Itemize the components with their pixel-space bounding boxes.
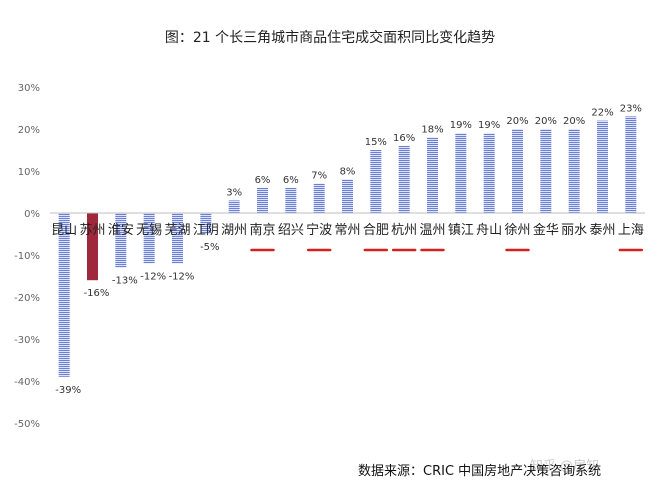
data-label: 15% <box>365 137 387 148</box>
category-label: 南京 <box>249 222 275 238</box>
bars <box>58 116 637 377</box>
category-label: 无锡 <box>136 223 162 238</box>
y-tick-label: -40% <box>14 377 40 388</box>
category-label: 镇江 <box>448 223 474 238</box>
data-label: -5% <box>200 242 219 253</box>
data-labels: -39%-16%-13% -12% -12%-5%3%6% 6% 7% 8%15% 16%1… <box>55 103 642 395</box>
bar <box>200 213 212 234</box>
bar <box>172 213 183 264</box>
data-label: 7% <box>311 171 327 182</box>
y-tick-label: -10% <box>14 251 40 262</box>
data-label: 3% <box>226 187 242 198</box>
bar <box>625 116 637 213</box>
bar <box>143 213 155 264</box>
category-label: 舟山 <box>476 223 502 238</box>
data-label: 8% <box>340 166 356 177</box>
bar <box>597 120 608 213</box>
category-label: 湖州 <box>221 223 247 238</box>
data-label: 16% <box>393 133 415 144</box>
data-label: 22% <box>591 108 613 119</box>
data-label: -12% <box>169 271 195 282</box>
y-tick-label: -20% <box>14 293 40 304</box>
bar <box>257 187 268 213</box>
bar <box>568 129 580 213</box>
bar <box>87 213 98 281</box>
category-label: 合肥 <box>363 223 389 238</box>
category-labels: 昆山 苏州 淮安 无锡 芜湖 江阴 湖州 南京 绍兴 宁波 常州 合肥 杭州 温州 镇江 舟山 徐州 金华 丽水 泰州… <box>51 222 644 238</box>
data-label: -12% <box>140 271 166 282</box>
data-label: 19% <box>450 120 472 131</box>
bar <box>512 129 523 213</box>
bar <box>342 179 353 213</box>
category-label: 芜湖 <box>164 223 190 238</box>
chart-title: 图：21 个长三角城市商品住宅成交面积同比变化趋势 <box>165 29 495 46</box>
data-label: 20% <box>535 116 557 127</box>
category-label: 温州 <box>419 223 445 238</box>
category-label: 丽水 <box>561 223 587 238</box>
bar <box>455 133 467 213</box>
category-label: 江阴 <box>193 223 219 238</box>
category-label: 宁波 <box>306 222 332 238</box>
y-axis: 30% 20% 10% 0% -10% -20% -30% -40% -50% <box>14 83 40 430</box>
category-label: 昆山 <box>51 223 77 238</box>
bar <box>540 129 552 213</box>
y-tick-label: -30% <box>14 335 40 346</box>
bar <box>115 213 127 268</box>
bar <box>228 200 240 213</box>
bar <box>370 150 382 213</box>
data-label: 23% <box>620 103 642 114</box>
category-label: 杭州 <box>391 223 417 238</box>
category-label: 淮安 <box>108 223 134 238</box>
y-tick-label: 10% <box>18 167 40 178</box>
data-label: -16% <box>84 288 110 299</box>
category-label: 常州 <box>334 223 360 238</box>
category-label: 上海 <box>618 223 644 238</box>
data-label: 19% <box>478 120 500 131</box>
category-label: 绍兴 <box>278 223 304 238</box>
bar <box>58 213 70 377</box>
bar <box>313 183 325 213</box>
data-label: 20% <box>563 116 585 127</box>
y-tick-label: 20% <box>18 125 40 136</box>
category-label: 徐州 <box>504 223 530 238</box>
bar <box>427 137 438 213</box>
data-label: 6% <box>255 175 271 186</box>
data-label: -39% <box>55 385 81 396</box>
y-tick-label: 30% <box>18 83 40 94</box>
y-tick-label: 0% <box>24 209 40 220</box>
category-label: 金华 <box>533 222 559 238</box>
data-label: 20% <box>506 116 528 127</box>
bar <box>398 145 410 213</box>
data-label: 6% <box>283 175 299 186</box>
category-label: 泰州 <box>589 223 615 238</box>
watermark: 知乎 @房知 <box>530 458 599 474</box>
source-note: 数据来源：CRIC 中国房地产决策咨询系统 <box>358 463 601 479</box>
bar <box>483 133 495 213</box>
bar <box>285 187 297 213</box>
category-label: 苏州 <box>79 222 105 238</box>
data-label: 18% <box>421 124 443 135</box>
y-tick-label: -50% <box>14 419 40 430</box>
data-label: -13% <box>112 276 138 287</box>
